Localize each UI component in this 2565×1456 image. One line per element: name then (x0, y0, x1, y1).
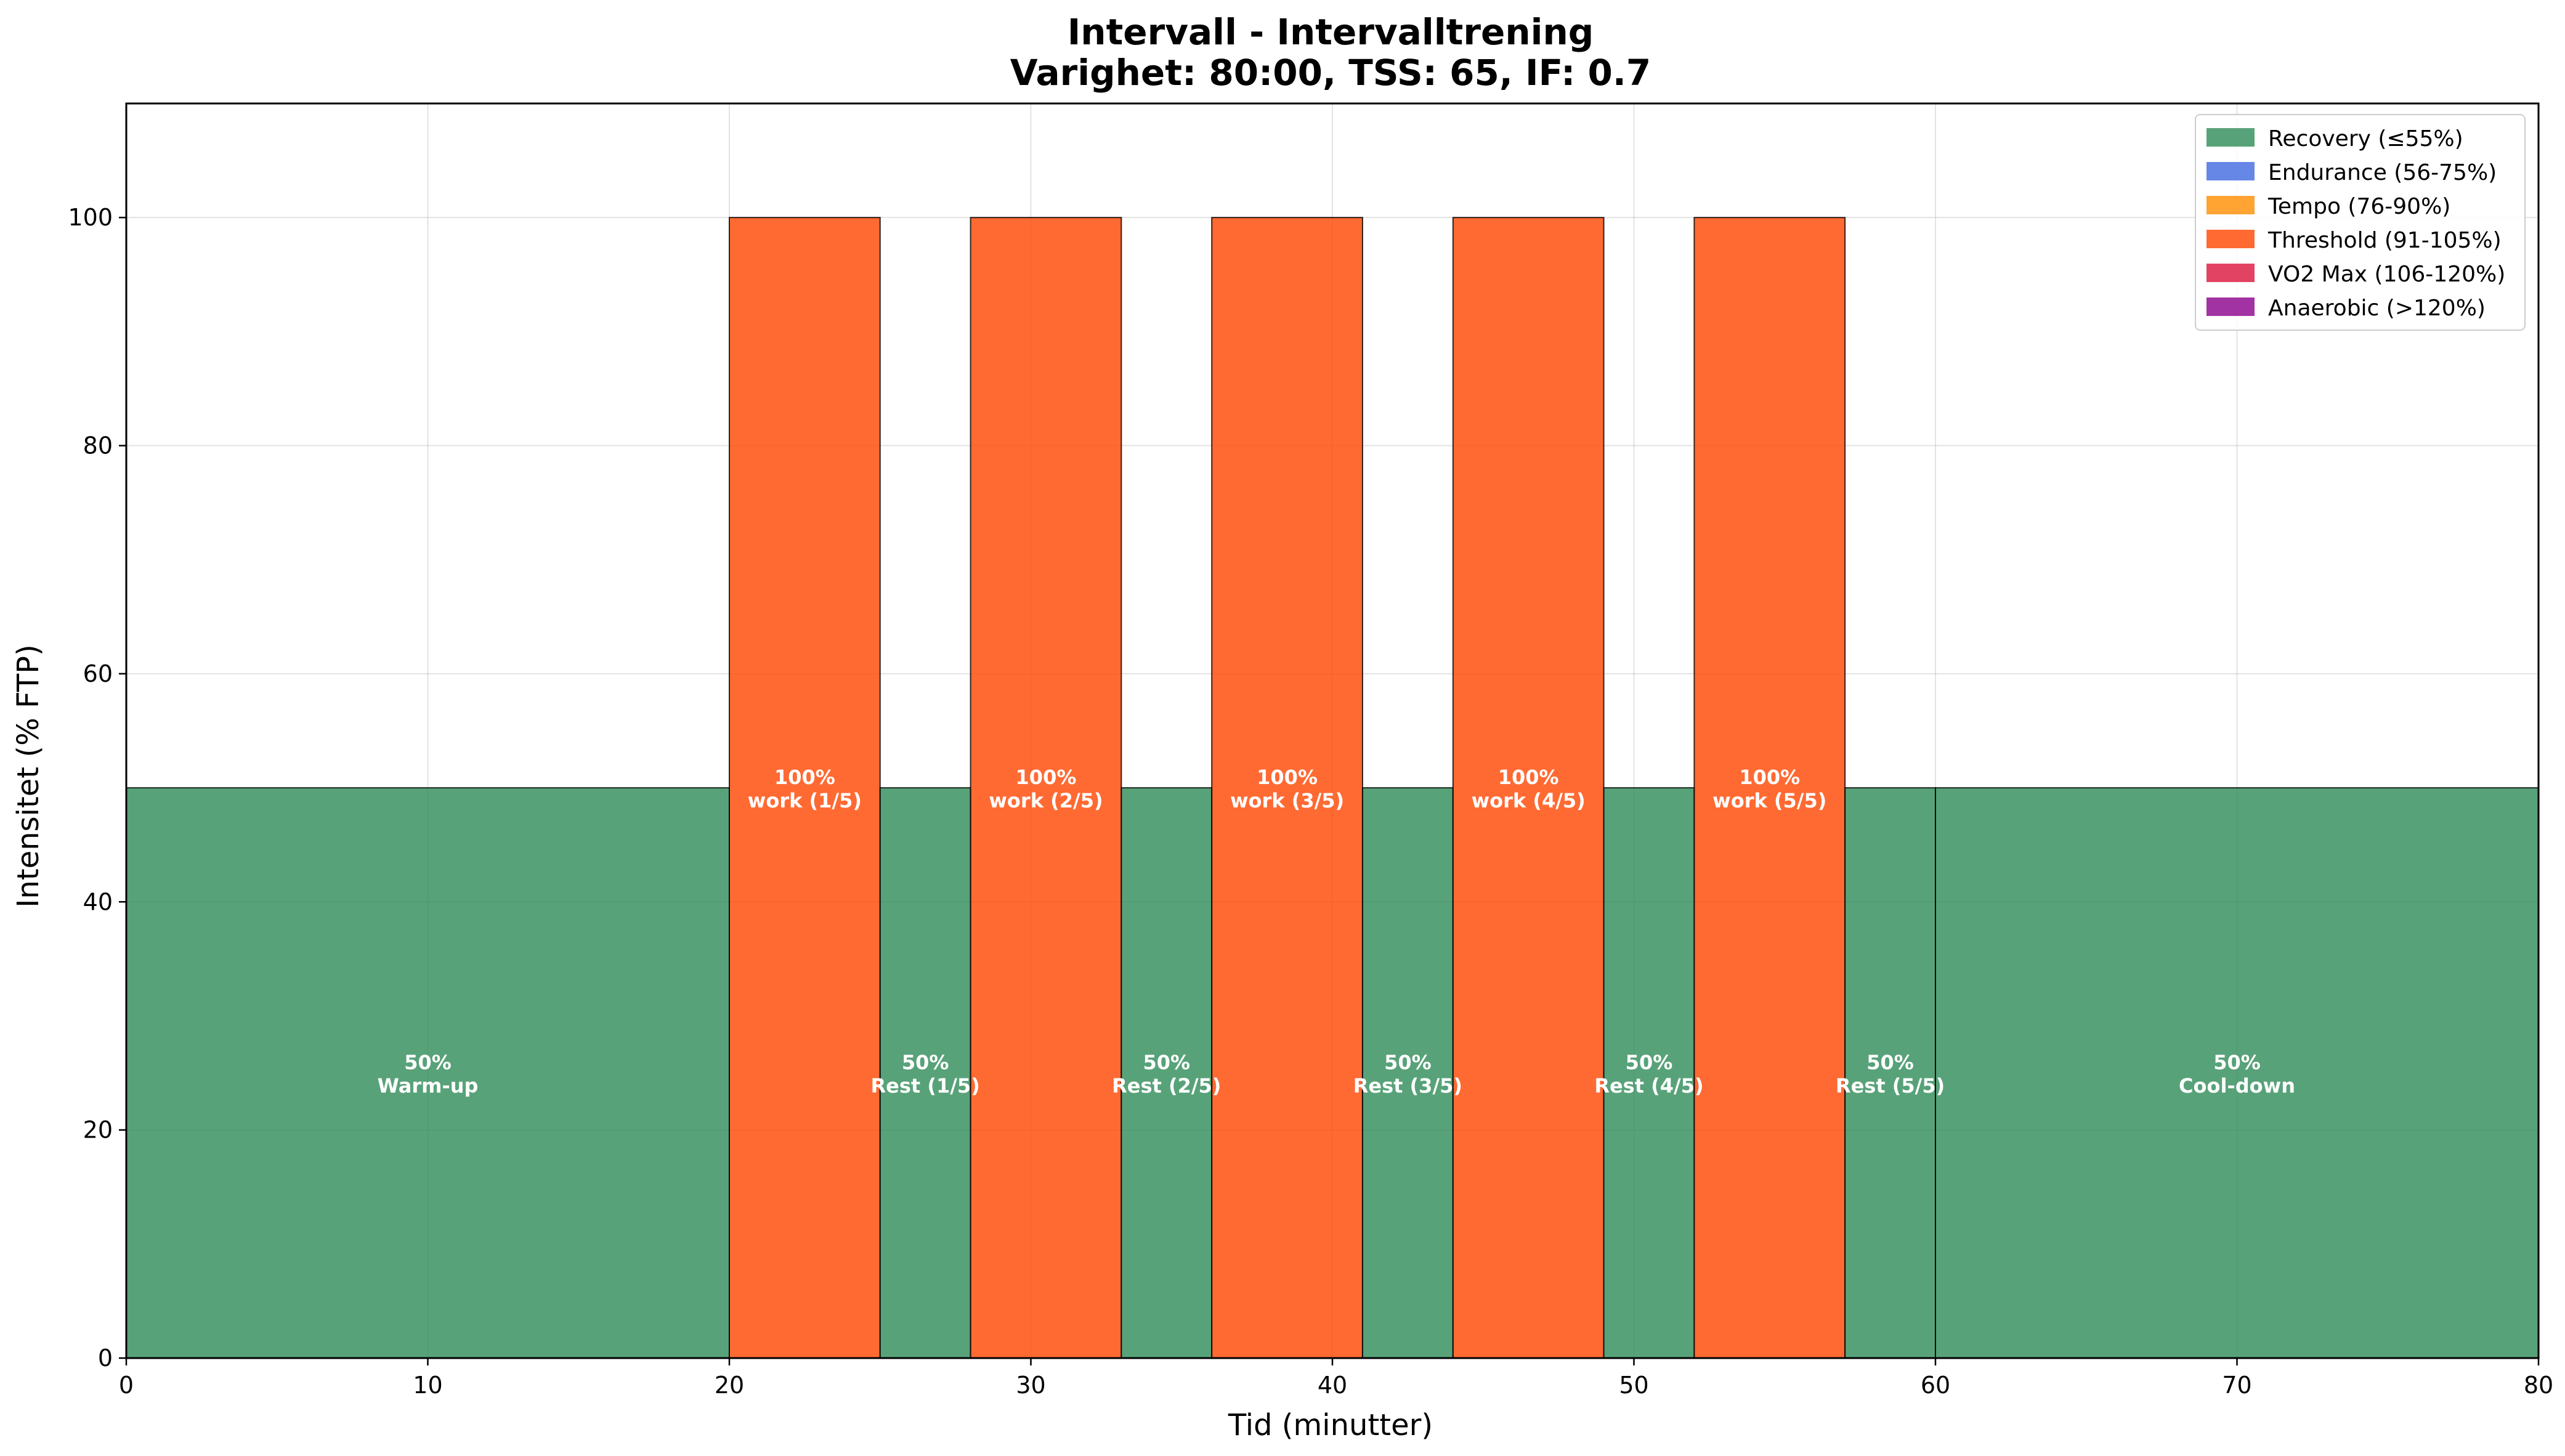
legend-swatch (2206, 264, 2255, 282)
legend-box (2195, 114, 2526, 331)
segment-label-name: Rest (1/5) (871, 1074, 980, 1098)
segment-label: 50% Cool-down (2179, 1051, 2295, 1098)
y-tick-label: 60 (83, 660, 113, 687)
segment-label-name: work (2/5) (989, 789, 1103, 812)
x-tick-label: 70 (2222, 1372, 2251, 1399)
segment-label: 100% work (1/5) (748, 766, 862, 812)
segment-label-pct: 50% (902, 1051, 949, 1074)
segment-bar (970, 217, 1122, 1359)
y-tick-label: 0 (98, 1345, 113, 1372)
segment-label-pct: 50% (1866, 1051, 1914, 1074)
y-tick-label: 40 (83, 888, 113, 915)
segment-label: 50% Rest (4/5) (1594, 1051, 1703, 1098)
segment-label-name: Warm-up (378, 1074, 479, 1098)
y-tick-label: 80 (83, 432, 113, 459)
segment-bar (1211, 217, 1363, 1359)
segment-label-name: Rest (3/5) (1353, 1074, 1462, 1098)
segment-label-pct: 50% (1626, 1051, 1673, 1074)
segment-label: 50% Rest (5/5) (1836, 1051, 1945, 1098)
y-tick-label: 20 (83, 1117, 113, 1144)
segment-label-pct: 100% (1498, 766, 1559, 789)
segment-label-name: Rest (4/5) (1594, 1074, 1703, 1098)
legend-entry: VO2 Max (106-120%) (2268, 262, 2505, 287)
x-tick-label: 30 (1016, 1372, 1045, 1399)
segment-bar (1361, 787, 1454, 1359)
segment-label-pct: 100% (1257, 766, 1318, 789)
segment-label-name: work (3/5) (1230, 789, 1344, 812)
segment-label: 100% work (3/5) (1230, 766, 1344, 812)
x-tick-label: 60 (1921, 1372, 1950, 1399)
segment-label-pct: 50% (1143, 1051, 1190, 1074)
legend-swatch (2206, 297, 2255, 316)
legend-entry: Threshold (91-105%) (2267, 228, 2502, 253)
segment-label-name: work (1/5) (748, 789, 862, 812)
x-tick-label: 50 (1619, 1372, 1648, 1399)
segment-bar (1452, 217, 1605, 1359)
legend-entry: Recovery (≤55%) (2268, 126, 2463, 152)
segment-label-name: Rest (5/5) (1836, 1074, 1945, 1098)
segment-label-name: work (5/5) (1712, 789, 1826, 812)
segment-label-name: Cool-down (2179, 1074, 2295, 1098)
x-tick-label: 0 (119, 1372, 134, 1399)
x-tick-label: 80 (2524, 1372, 2553, 1399)
segment-label-pct: 100% (1739, 766, 1800, 789)
segment-label: 50% Rest (2/5) (1112, 1051, 1221, 1098)
segment-bar (1844, 787, 1936, 1359)
segment-bar (879, 787, 971, 1359)
segment-label-name: work (4/5) (1472, 789, 1586, 812)
segment-bar (1693, 217, 1846, 1359)
axis-ticks: 0 10 20 30 40 50 60 70 80 0 20 40 60 80 100 (68, 204, 2553, 1399)
x-tick-label: 10 (413, 1372, 442, 1399)
legend: Recovery (≤55%) Endurance (56-75%) Tempo (… (2195, 114, 2526, 331)
legend-swatch (2206, 196, 2255, 214)
legend-entry: Anaerobic (>120%) (2268, 296, 2486, 321)
segment-label-pct: 50% (404, 1051, 452, 1074)
chart-subtitle: Varighet: 80:00, TSS: 65, IF: 0.7 (1010, 52, 1651, 94)
segment-label: 50% Rest (3/5) (1353, 1051, 1462, 1098)
x-tick-label: 20 (715, 1372, 744, 1399)
legend-entry: Tempo (76-90%) (2267, 194, 2450, 219)
legend-swatch (2206, 230, 2255, 248)
segment-label: 100% work (4/5) (1472, 766, 1586, 812)
segment-label-name: Rest (2/5) (1112, 1074, 1221, 1098)
segment-label-pct: 50% (2213, 1051, 2261, 1074)
segment-bar (1603, 787, 1695, 1359)
x-axis-label: Tid (minutter) (1228, 1408, 1433, 1442)
chart-title: Intervall - Intervalltrening (1068, 11, 1594, 53)
y-axis-label: Intensitet (% FTP) (11, 644, 46, 907)
legend-entry: Endurance (56-75%) (2268, 160, 2497, 185)
segment-label: 100% work (5/5) (1712, 766, 1826, 812)
bars (126, 217, 2539, 1359)
x-tick-label: 40 (1318, 1372, 1347, 1399)
segment-label: 100% work (2/5) (989, 766, 1103, 812)
segment-label-pct: 100% (774, 766, 835, 789)
legend-swatch (2206, 162, 2255, 180)
segment-bar (126, 787, 730, 1359)
legend-swatch (2206, 128, 2255, 147)
y-tick-label: 100 (68, 204, 113, 231)
segment-label-pct: 50% (1384, 1051, 1432, 1074)
segment-label: 50% Warm-up (378, 1051, 479, 1098)
segment-label-pct: 100% (1016, 766, 1077, 789)
segment-bar (1120, 787, 1213, 1359)
segment-bar (1935, 787, 2539, 1359)
segment-label: 50% Rest (1/5) (871, 1051, 980, 1098)
